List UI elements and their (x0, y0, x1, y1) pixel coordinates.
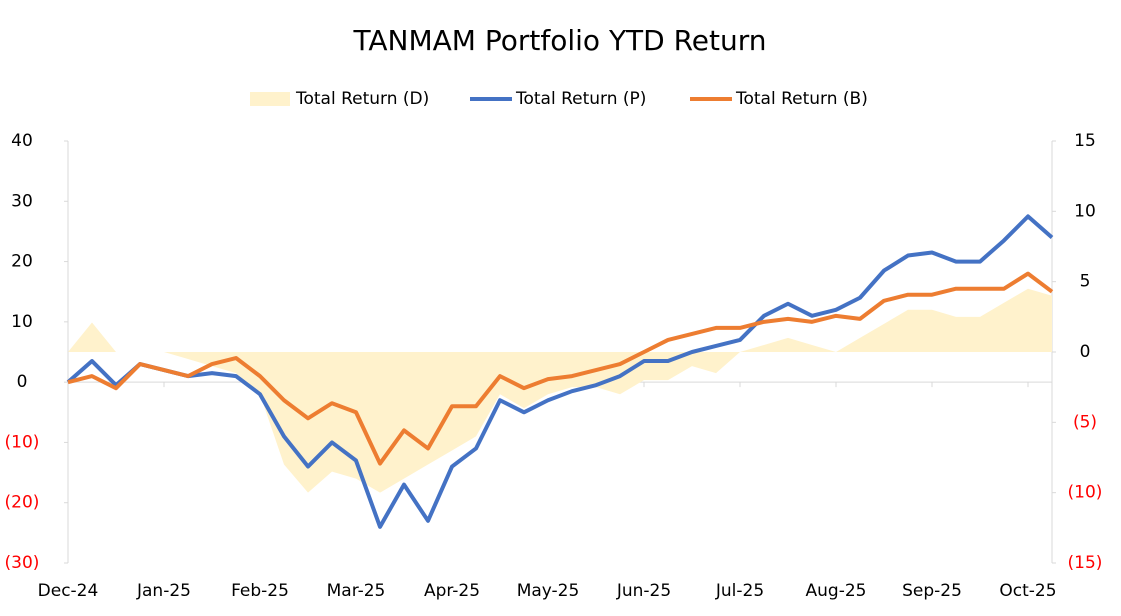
y2-tick-label: (10) (1068, 483, 1103, 503)
chart-title: TANMAM Portfolio YTD Return (352, 24, 766, 57)
x-tick-label: Apr-25 (424, 581, 480, 601)
x-tick-label: Jul-25 (715, 581, 764, 601)
legend-label: Total Return (B) (735, 89, 868, 109)
y2-tick-label: (5) (1073, 412, 1097, 432)
y2-tick-label: (15) (1068, 553, 1103, 573)
y-tick-label: 10 (11, 312, 33, 332)
x-tick-label: Mar-25 (327, 581, 386, 601)
y2-tick-label: 0 (1080, 342, 1091, 362)
x-tick-label: Aug-25 (806, 581, 867, 601)
x-tick-label: Feb-25 (231, 581, 289, 601)
y-tick-label: 0 (17, 372, 28, 392)
x-tick-label: Oct-25 (999, 581, 1056, 601)
x-tick-label: Jan-25 (136, 581, 191, 601)
y2-tick-label: 10 (1074, 201, 1096, 221)
y-tick-label: (10) (5, 432, 40, 452)
legend-swatch (250, 92, 290, 106)
legend-label: Total Return (D) (295, 89, 429, 109)
y-tick-label: 20 (11, 252, 33, 272)
y2-tick-label: 5 (1080, 272, 1091, 292)
y-tick-label: (30) (5, 553, 40, 573)
x-tick-label: Sep-25 (902, 581, 962, 601)
y-tick-label: 30 (11, 191, 33, 211)
y-tick-label: (20) (5, 493, 40, 513)
y2-tick-label: 15 (1074, 131, 1096, 151)
x-tick-label: Dec-24 (38, 581, 99, 601)
y-tick-label: 40 (11, 131, 33, 151)
legend-label: Total Return (P) (515, 89, 646, 109)
x-tick-label: May-25 (517, 581, 580, 601)
line (67, 271, 1054, 466)
line (66, 214, 1054, 529)
area (68, 288, 1052, 493)
x-tick-label: Jun-25 (616, 581, 671, 601)
